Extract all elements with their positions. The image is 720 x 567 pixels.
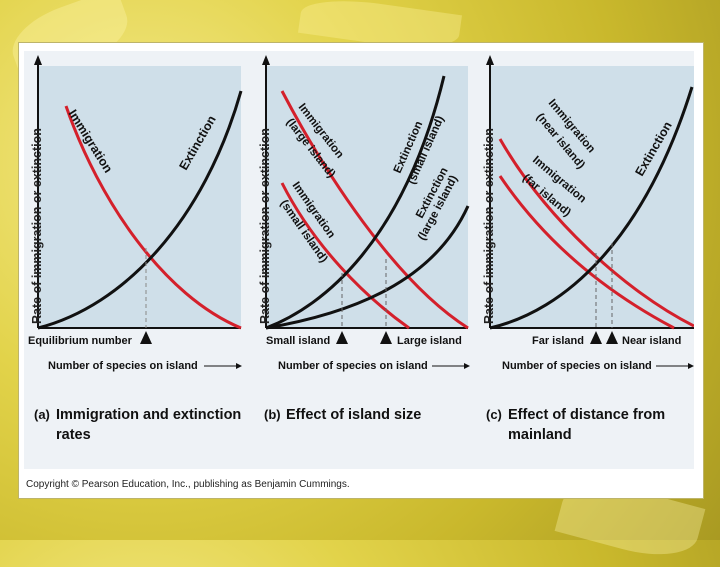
panel-a-equilibrium-label: Equilibrium number	[28, 335, 133, 347]
panel-c-y-axis-label: Rate of immigration or extinction	[482, 128, 496, 324]
panel-c-near-island-label: Near island	[622, 335, 681, 347]
panel-a-y-arrow	[34, 55, 42, 65]
panel-c-caption-letter: (c)	[486, 407, 502, 422]
panel-b-large-island-label: Large island	[397, 335, 462, 347]
panel-c-far-island-marker	[590, 331, 602, 344]
panel-b-caption-line-1: Effect of island size	[286, 407, 421, 423]
copyright-notice: Copyright © Pearson Education, Inc., pub…	[26, 479, 350, 490]
panel-b-small-island-marker	[336, 331, 348, 344]
panel-c-immigration-far-curve	[498, 175, 675, 330]
panel-b-x-axis-label: Number of species on island	[278, 360, 428, 372]
panel-a-caption-letter: (a)	[34, 407, 50, 422]
panel-a-caption-line-1: Immigration and extinction	[56, 407, 241, 423]
panel-b: Rate of immigration or extinction Immigr…	[258, 55, 470, 423]
panel-c-extinction-curve	[489, 86, 694, 330]
panel-b-large-island-marker	[380, 331, 392, 344]
panel-b-y-axis-label: Rate of immigration or extinction	[258, 128, 272, 324]
panel-a-x-axis-label: Number of species on island	[48, 360, 198, 372]
panel-c: Rate of immigration or extinction Immigr…	[482, 55, 695, 443]
panel-c-plot-area	[490, 66, 694, 328]
panel-c-caption-line-1: Effect of distance from	[508, 407, 665, 423]
panel-b-x-arrow-head	[464, 363, 470, 369]
panel-c-far-island-label: Far island	[532, 335, 584, 347]
panel-a-caption-line-2: rates	[56, 427, 91, 443]
panel-c-y-arrow	[486, 55, 494, 65]
panel-a-immigration-curve	[64, 105, 242, 330]
panel-c-caption-line-2: mainland	[508, 427, 572, 443]
panel-b-immigration-small-curve	[280, 182, 410, 330]
panel-b-caption-letter: (b)	[264, 407, 281, 422]
island-biogeography-figure: Rate of immigration or extinction Immigr…	[24, 51, 695, 469]
panel-a-plot-area	[38, 66, 241, 328]
panel-c-near-island-marker	[606, 331, 618, 344]
panel-a-y-axis-label: Rate of immigration or extinction	[30, 128, 44, 324]
panel-a-extinction-curve	[37, 90, 243, 330]
figure-svg: Rate of immigration or extinction Immigr…	[28, 55, 695, 443]
panel-b-small-island-label: Small island	[266, 335, 330, 347]
panel-a: Rate of immigration or extinction Immigr…	[28, 55, 243, 443]
panel-a-equilibrium-marker	[140, 331, 152, 344]
panel-b-extinction-large-curve	[265, 205, 470, 330]
panel-c-x-arrow-head	[688, 363, 694, 369]
panel-a-x-arrow-head	[236, 363, 242, 369]
panel-b-extinction-small-curve	[265, 75, 446, 330]
panel-b-y-arrow	[262, 55, 270, 65]
panel-c-immigration-near-curve	[498, 138, 695, 328]
panel-b-immigration-large-curve	[280, 90, 469, 330]
panel-c-x-axis-label: Number of species on island	[502, 360, 652, 372]
